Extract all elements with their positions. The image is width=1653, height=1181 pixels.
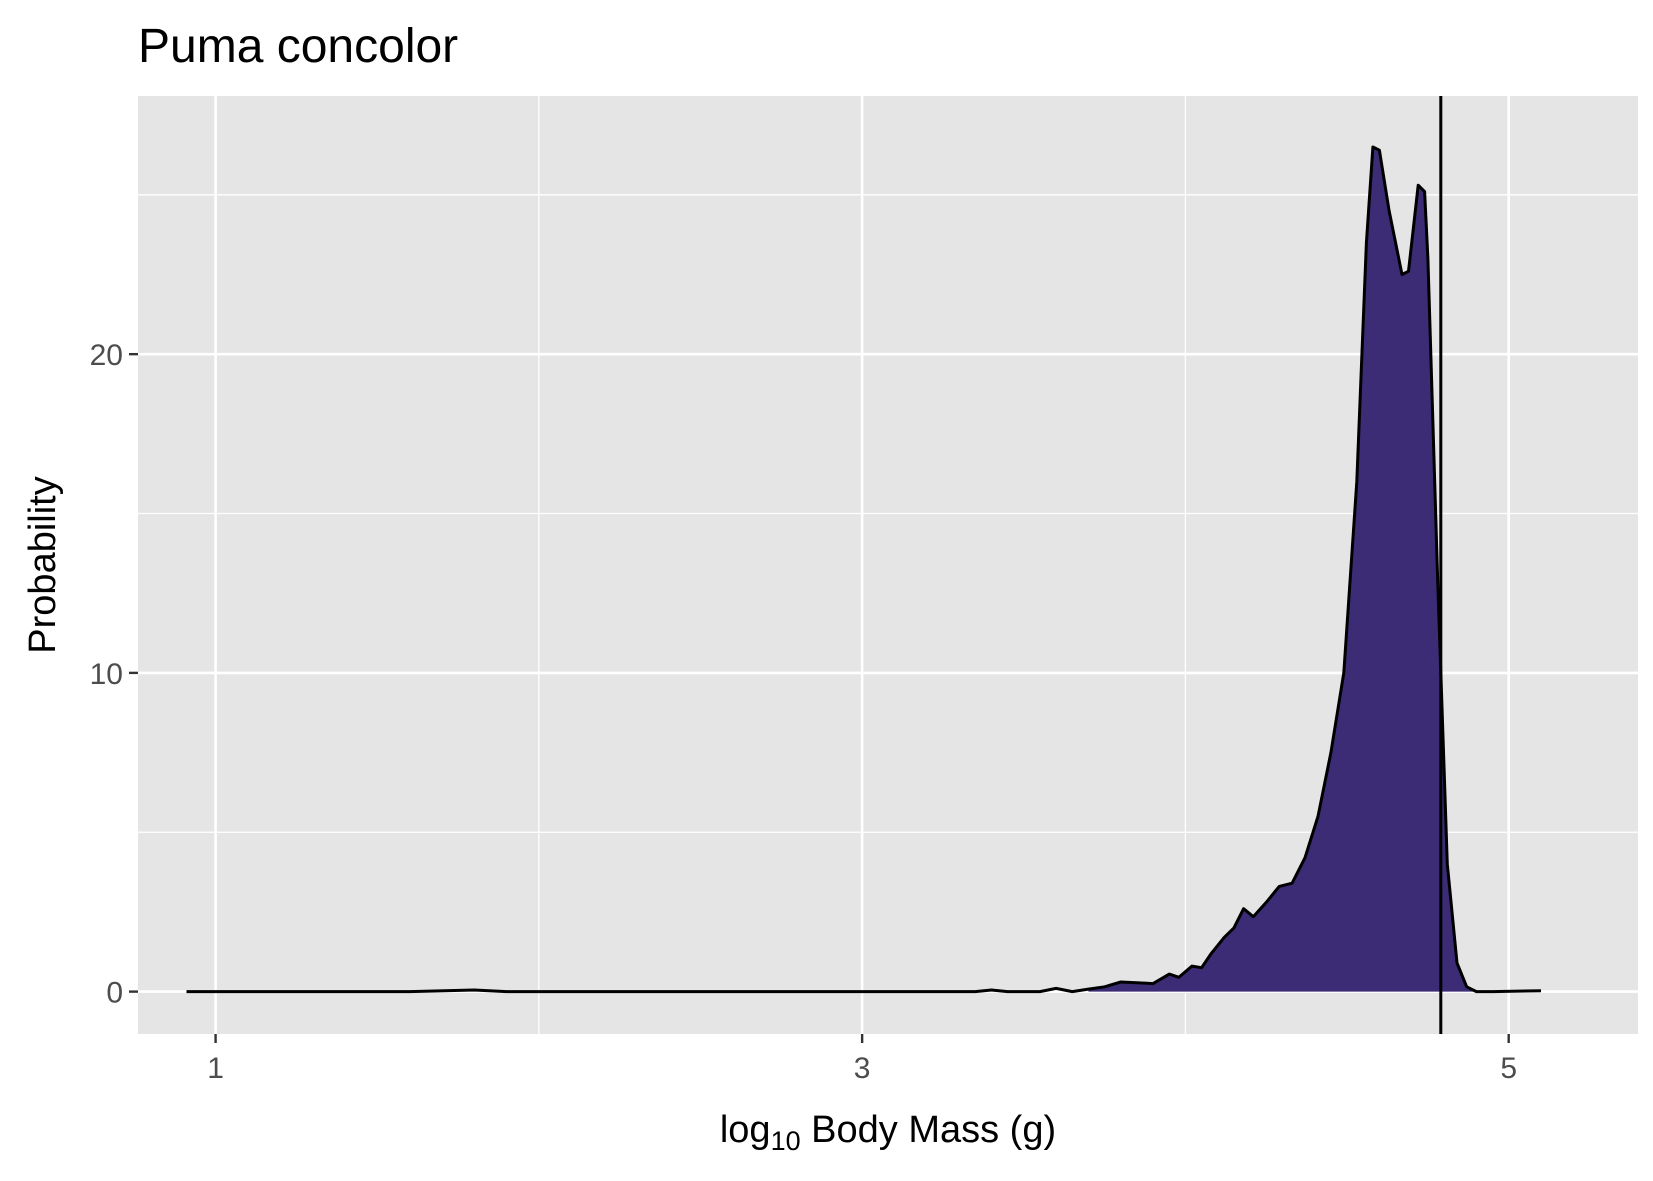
- density-curve: [186, 145, 1542, 994]
- y-tick-label: 20: [90, 339, 123, 372]
- x-axis-title-subscript: 10: [771, 1126, 801, 1156]
- y-tick-label: 10: [90, 658, 123, 691]
- y-tick-label: 0: [106, 977, 123, 1010]
- x-tick-label: 1: [207, 1052, 224, 1085]
- x-axis-title-rest: Body Mass (g): [801, 1109, 1057, 1151]
- y-axis-title: Probability: [22, 476, 64, 653]
- x-axis-title: log10 Body Mass (g): [720, 1109, 1056, 1156]
- x-axis-title-log: log: [720, 1109, 771, 1151]
- x-tick-label: 5: [1500, 1052, 1517, 1085]
- x-tick-label: 3: [854, 1052, 871, 1085]
- y-axis-ticks: 0 10 20: [90, 339, 138, 1010]
- density-fill-area: [1088, 147, 1541, 992]
- x-axis-ticks: 1 3 5: [207, 1034, 1517, 1085]
- chart-title: Puma concolor: [138, 20, 458, 73]
